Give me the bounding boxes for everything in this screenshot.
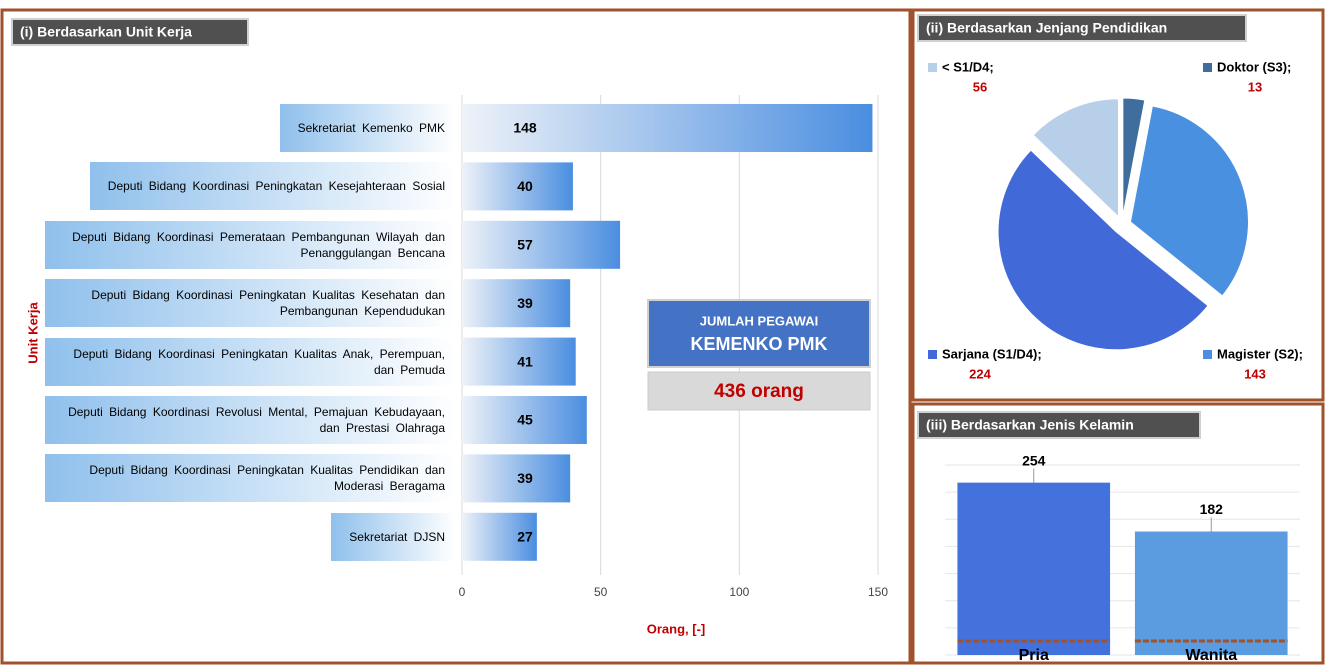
legend-swatch bbox=[1203, 350, 1212, 359]
bar bbox=[462, 162, 573, 211]
category-label: < S1/D4; bbox=[942, 59, 994, 74]
category-label: Deputi Bidang Koordinasi Revolusi Mental… bbox=[45, 396, 455, 444]
bar bbox=[462, 279, 571, 328]
bar bbox=[462, 512, 537, 561]
panel-frame bbox=[0, 8, 912, 665]
value-label: 39 bbox=[517, 470, 533, 486]
value-label: 57 bbox=[517, 237, 533, 253]
title-tag bbox=[917, 411, 1201, 439]
pie-slice bbox=[1122, 97, 1146, 217]
pie-slice bbox=[1129, 105, 1249, 297]
value-label: 148 bbox=[513, 120, 537, 136]
value-label: 39 bbox=[517, 295, 533, 311]
x-tick-label: 0 bbox=[459, 585, 466, 599]
value-label: 182 bbox=[1200, 501, 1224, 517]
bar bbox=[462, 104, 873, 152]
y-axis-label: Unit Kerja bbox=[25, 302, 40, 364]
bar bbox=[957, 482, 1111, 655]
bar bbox=[462, 454, 571, 503]
x-tick-label: Wanita bbox=[1185, 647, 1237, 664]
category-label: Deputi Bidang Koordinasi Peningkatan Kua… bbox=[45, 337, 455, 386]
x-tick-label: 100 bbox=[729, 585, 749, 599]
legend-swatch bbox=[928, 63, 937, 72]
value-label: 27 bbox=[517, 529, 533, 545]
title-tag bbox=[917, 14, 1247, 42]
title-tag bbox=[11, 18, 249, 46]
value-label: 45 bbox=[517, 412, 533, 428]
panel-title: (iii) Berdasarkan Jenis Kelamin bbox=[926, 417, 1134, 433]
legend-swatch bbox=[928, 350, 937, 359]
value-label: 41 bbox=[517, 353, 533, 369]
category-label: Sekretariat DJSN bbox=[331, 512, 455, 561]
legend-swatch bbox=[1203, 63, 1212, 72]
bar bbox=[462, 396, 587, 444]
x-tick-label: Pria bbox=[1019, 647, 1049, 664]
category-label: Sekretariat Kemenko PMK bbox=[279, 104, 455, 152]
panel-frame bbox=[911, 8, 1325, 402]
value-label: 254 bbox=[1022, 452, 1046, 468]
value-label: 56 bbox=[973, 79, 987, 94]
x-tick-label: 150 bbox=[868, 585, 888, 599]
value-label: 40 bbox=[517, 178, 533, 194]
value-label: 13 bbox=[1248, 79, 1262, 94]
bar bbox=[462, 220, 621, 269]
category-label: Doktor (S3); bbox=[1217, 59, 1291, 74]
pie-slice bbox=[1032, 98, 1119, 218]
x-axis-label: Orang, [-] bbox=[647, 621, 706, 636]
category-label: Deputi Bidang Koordinasi Pemerataan Pemb… bbox=[45, 220, 455, 269]
summary-title: KEMENKO PMK bbox=[690, 334, 827, 354]
summary-box bbox=[647, 299, 871, 368]
value-label: 224 bbox=[969, 366, 991, 381]
summary-value-box bbox=[647, 371, 871, 411]
bar bbox=[462, 337, 576, 386]
category-label: Sarjana (S1/D4); bbox=[942, 346, 1042, 361]
x-tick-label: 50 bbox=[594, 585, 608, 599]
category-label: Magister (S2); bbox=[1217, 346, 1303, 361]
category-label: Deputi Bidang Koordinasi Peningkatan Kua… bbox=[45, 279, 455, 328]
panel-title: (ii) Berdasarkan Jenjang Pendidikan bbox=[926, 20, 1167, 36]
category-label: Deputi Bidang Koordinasi Peningkatan Kua… bbox=[45, 454, 455, 503]
bar bbox=[1134, 531, 1288, 655]
value-label: 143 bbox=[1244, 366, 1266, 381]
pie-slice bbox=[997, 149, 1209, 351]
panel-title: (i) Berdasarkan Unit Kerja bbox=[20, 24, 192, 40]
panel-frame bbox=[911, 402, 1325, 665]
summary-title: JUMLAH PEGAWAI bbox=[700, 313, 818, 328]
category-label: Deputi Bidang Koordinasi Peningkatan Kes… bbox=[89, 162, 455, 211]
summary-value: 436 orang bbox=[714, 381, 804, 402]
